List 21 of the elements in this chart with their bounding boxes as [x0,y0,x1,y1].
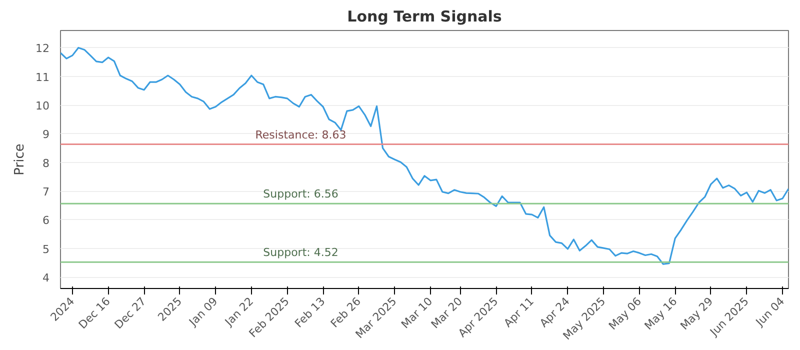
y-tick-label: 9 [42,128,50,142]
y-tick-label: 12 [36,42,50,56]
x-tick-label: Jan 09 [186,294,220,330]
x-tick-label: Feb 13 [292,294,328,330]
ref-line-label: Support: 4.52 [263,246,338,260]
ref-line-label: Resistance: 8.63 [255,128,346,142]
y-tick-label: 4 [42,272,50,285]
x-tick-label: Jun 04 [752,294,788,330]
y-tick-label: 6 [42,214,50,228]
y-tick-label: 7 [42,186,50,199]
ref-line-label: Support: 6.56 [263,188,338,201]
y-tick-label: 11 [36,70,50,84]
y-tick-label: 8 [42,156,50,170]
line-series [60,46,788,265]
y-axis-title: Price [12,144,28,176]
y-tick-label: 10 [36,100,50,113]
x-tick-label: Apr 11 [501,294,537,330]
x-tick-label: Dec 27 [112,294,149,332]
y-tick-label: 5 [42,242,50,256]
chart-title: Long Term Signals [347,8,502,26]
x-tick-label: Dec 16 [76,294,113,332]
